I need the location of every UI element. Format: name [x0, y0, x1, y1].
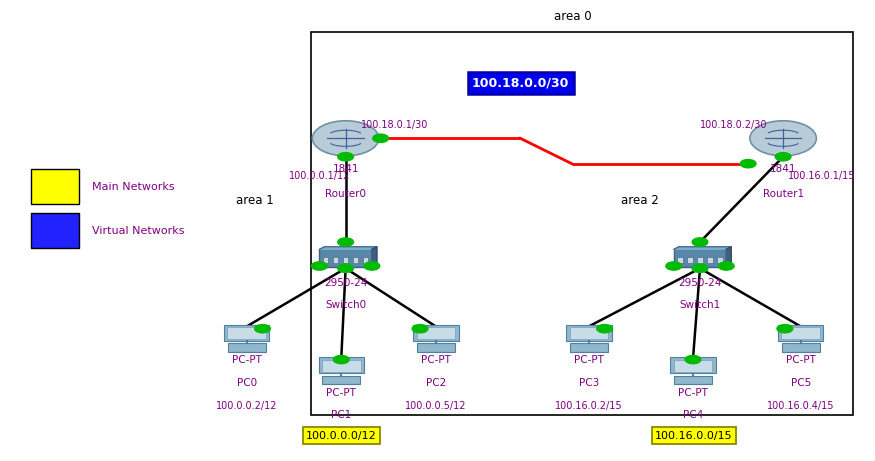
Text: Switch0: Switch0: [326, 300, 367, 310]
Text: PC-PT: PC-PT: [786, 355, 816, 366]
Text: Router0: Router0: [326, 189, 366, 199]
Text: area 1: area 1: [236, 194, 274, 207]
Text: 100.0.0.1/12: 100.0.0.1/12: [289, 171, 350, 182]
Text: 100.0.0.5/12: 100.0.0.5/12: [405, 401, 466, 411]
Text: PC3: PC3: [578, 378, 599, 388]
Text: PC0: PC0: [236, 378, 257, 388]
Circle shape: [338, 264, 354, 272]
Bar: [333, 257, 339, 263]
Text: PC-PT: PC-PT: [574, 355, 604, 366]
Circle shape: [775, 153, 791, 161]
Bar: [363, 257, 368, 263]
Bar: [416, 327, 455, 339]
Bar: [322, 360, 360, 372]
Polygon shape: [726, 247, 732, 267]
Text: PC-PT: PC-PT: [232, 355, 262, 366]
Bar: [570, 327, 608, 339]
Bar: [674, 360, 712, 372]
Text: 100.18.0.2/30: 100.18.0.2/30: [700, 120, 767, 130]
Text: PC-PT: PC-PT: [326, 388, 356, 398]
Text: PC4: PC4: [682, 410, 704, 420]
Circle shape: [338, 153, 354, 161]
Text: 100.16.0.4/15: 100.16.0.4/15: [766, 401, 835, 411]
Polygon shape: [674, 247, 732, 249]
Text: 1841: 1841: [770, 164, 796, 174]
Circle shape: [597, 325, 612, 333]
Bar: [778, 325, 823, 341]
FancyBboxPatch shape: [319, 249, 372, 267]
Circle shape: [312, 262, 327, 270]
Text: area 2: area 2: [621, 194, 659, 207]
Bar: [670, 357, 716, 373]
Text: 100.0.0.2/12: 100.0.0.2/12: [216, 401, 277, 411]
Text: 100.18.0.1/30: 100.18.0.1/30: [361, 120, 429, 130]
Circle shape: [255, 325, 270, 333]
Bar: [677, 257, 682, 263]
Text: 2950-24: 2950-24: [678, 278, 722, 288]
Bar: [228, 343, 266, 352]
Circle shape: [373, 134, 388, 142]
Text: 1841: 1841: [332, 164, 359, 174]
Circle shape: [740, 160, 756, 168]
Text: PC2: PC2: [425, 378, 446, 388]
Text: Main Networks: Main Networks: [92, 182, 174, 192]
Text: Switch1: Switch1: [679, 300, 721, 310]
Circle shape: [333, 355, 349, 364]
Circle shape: [750, 121, 816, 156]
Bar: [31, 170, 79, 204]
Bar: [31, 213, 79, 248]
Circle shape: [692, 264, 708, 272]
Bar: [718, 257, 723, 263]
Text: PC-PT: PC-PT: [678, 388, 708, 398]
Bar: [343, 257, 348, 263]
Text: 100.0.0.0/12: 100.0.0.0/12: [306, 431, 376, 441]
Text: 100.16.0.1/15: 100.16.0.1/15: [788, 171, 855, 182]
Text: 100.18.0.0/30: 100.18.0.0/30: [472, 77, 570, 89]
Bar: [697, 257, 703, 263]
Bar: [224, 325, 270, 341]
Text: Router1: Router1: [763, 189, 804, 199]
Text: PC-PT: PC-PT: [421, 355, 451, 366]
Circle shape: [364, 262, 380, 270]
Bar: [781, 327, 820, 339]
Circle shape: [692, 238, 708, 246]
Circle shape: [685, 355, 701, 364]
Bar: [570, 343, 608, 352]
Text: 100.16.0.2/15: 100.16.0.2/15: [555, 401, 623, 411]
Text: area 0: area 0: [555, 10, 592, 23]
Text: Virtual Networks: Virtual Networks: [92, 225, 185, 236]
Text: 2950-24: 2950-24: [324, 278, 368, 288]
Text: PC1: PC1: [331, 410, 352, 420]
Bar: [674, 376, 712, 384]
Polygon shape: [319, 247, 377, 249]
Bar: [781, 343, 820, 352]
Circle shape: [666, 262, 682, 270]
Bar: [323, 257, 328, 263]
Bar: [322, 376, 360, 384]
Text: 100.16.0.3/15: 100.16.0.3/15: [659, 433, 727, 443]
Bar: [707, 257, 712, 263]
Circle shape: [718, 262, 734, 270]
Circle shape: [777, 325, 793, 333]
Bar: [688, 257, 693, 263]
Circle shape: [412, 325, 428, 333]
Bar: [353, 257, 358, 263]
Bar: [413, 325, 459, 341]
Bar: [416, 343, 455, 352]
Bar: [311, 32, 853, 415]
Bar: [566, 325, 612, 341]
Bar: [318, 357, 364, 373]
Polygon shape: [372, 247, 377, 267]
FancyBboxPatch shape: [674, 249, 726, 267]
Text: PC5: PC5: [790, 378, 811, 388]
Bar: [228, 327, 266, 339]
Text: 100.0.0.3/12: 100.0.0.3/12: [311, 433, 372, 443]
Circle shape: [338, 238, 354, 246]
Circle shape: [312, 121, 379, 156]
Text: 100.16.0.0/15: 100.16.0.0/15: [655, 431, 732, 441]
